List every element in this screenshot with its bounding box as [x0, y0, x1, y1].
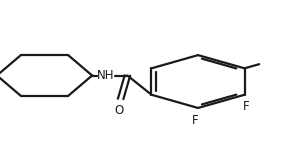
Text: O: O [115, 104, 124, 117]
Text: F: F [192, 114, 198, 127]
Text: F: F [243, 101, 249, 114]
Text: NH: NH [97, 69, 115, 82]
